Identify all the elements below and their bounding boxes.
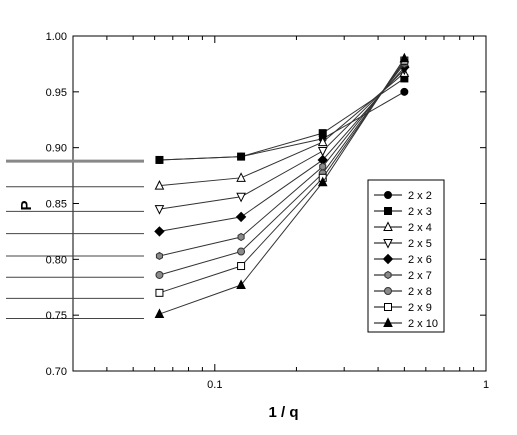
data-point (155, 155, 164, 164)
x-tick-label: 1 (483, 379, 489, 391)
y-tick-label: 0.85 (46, 199, 67, 211)
legend-item: 2 x 10 (374, 317, 438, 330)
series-line (159, 69, 405, 210)
series-line (159, 63, 405, 257)
data-point (155, 270, 164, 279)
y-tick-label: 0.70 (46, 366, 67, 378)
data-point (317, 136, 328, 147)
legend-item: 2 x 6 (374, 253, 432, 266)
legend-marker (384, 270, 392, 280)
data-point (399, 52, 410, 63)
data-point (318, 129, 327, 138)
series-1 (155, 74, 409, 164)
series-line (159, 61, 405, 276)
data-point (237, 152, 246, 161)
data-point (155, 251, 163, 261)
legend-label: 2 x 4 (408, 222, 432, 234)
y-tick-label: 0.90 (46, 143, 67, 155)
data-point (317, 176, 328, 187)
legend-label: 2 x 2 (408, 190, 432, 202)
series-5 (155, 59, 408, 261)
data-point (317, 147, 328, 157)
series-line (159, 60, 405, 294)
x-axis-title: 1 / q (268, 404, 298, 421)
legend-item: 2 x 4 (374, 221, 432, 234)
y-tick-label: 0.80 (46, 254, 67, 266)
data-point (154, 180, 165, 190)
legend-marker (384, 207, 392, 215)
data-point (237, 262, 246, 271)
data-point (154, 205, 165, 215)
legend-box (367, 179, 445, 333)
legend-item: 2 x 9 (374, 302, 432, 314)
legend-marker (383, 317, 393, 327)
legend-item: 2 x 3 (374, 206, 432, 218)
y-tick-label: 0.75 (46, 310, 67, 322)
data-point (319, 162, 327, 171)
data-point (155, 288, 164, 297)
legend-item: 2 x 7 (374, 270, 432, 282)
x-tick-label: 0.1 (207, 379, 222, 391)
data-point (237, 247, 246, 256)
legend-marker (383, 239, 393, 249)
legend-item: 2 x 5 (374, 238, 432, 250)
data-point (236, 279, 246, 290)
series-line (159, 72, 405, 187)
plot-area: 0.70 0.75 0.80 0.85 0.90 0.95 1.00 0.1 1 1 / q P 2 … (6, 31, 489, 421)
legend-label: 2 x 8 (408, 286, 432, 298)
legend-marker (382, 253, 394, 265)
legend-marker (384, 303, 392, 311)
series-line (159, 91, 405, 161)
data-point (154, 308, 165, 319)
legend-marker (384, 287, 392, 295)
legend-label: 2 x 3 (408, 206, 432, 218)
legend-label: 2 x 9 (408, 302, 432, 314)
y-axis-title: P (18, 200, 35, 210)
legend-marker (383, 221, 393, 231)
series-line (159, 78, 405, 161)
data-point (236, 192, 246, 203)
series-8 (154, 52, 410, 319)
legend-item: 2 x 8 (374, 286, 432, 298)
y-tick-label: 1.00 (46, 31, 67, 43)
series-0 (155, 87, 409, 164)
legend-marker (384, 191, 392, 199)
legend-label: 2 x 6 (408, 254, 432, 266)
legend-label: 2 x 10 (408, 318, 438, 330)
legend: 2 x 2 2 x 3 2 x 4 2 x 5 2 x 6 2 x 7 2 x 8 2 x 9… (367, 179, 445, 333)
legend-item: 2 x 2 (374, 190, 432, 202)
y-tick-label: 0.95 (46, 87, 67, 99)
legend-label: 2 x 5 (408, 238, 432, 250)
series-2 (154, 67, 410, 190)
data-point (236, 172, 246, 182)
data-point (400, 87, 409, 96)
legend-label: 2 x 7 (408, 270, 432, 282)
data-point (154, 226, 165, 237)
data-point (235, 211, 247, 223)
series-line (159, 58, 405, 315)
series-line (159, 66, 405, 232)
data-point (237, 232, 245, 242)
